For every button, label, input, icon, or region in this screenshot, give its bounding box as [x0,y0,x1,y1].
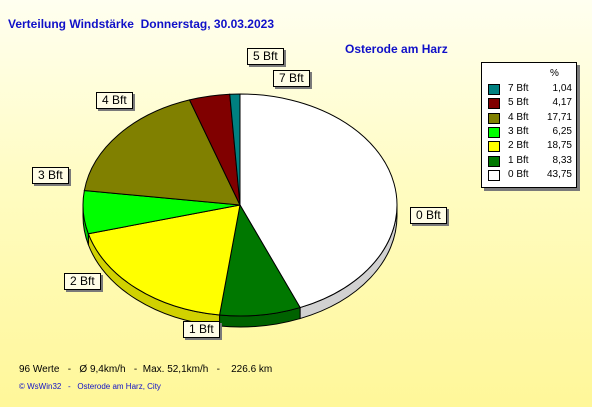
legend-label: 4 Bft [508,111,529,123]
legend-label: 0 Bft [508,168,529,180]
copyright-footer: © WsWin32 - Osterode am Harz, City [19,382,161,391]
legend-value: 4,17 [552,97,572,109]
pie-slice-7-bft [229,93,241,206]
callout-2-bft: 2 Bft [64,273,101,290]
pie-slice-2-bft [87,204,241,316]
legend-row: 2 Bft 18,75 [488,140,572,153]
legend-row: 5 Bft 4,17 [488,97,572,110]
legend-swatch [488,84,500,95]
legend-value: 17,71 [546,111,572,123]
legend-swatch [488,112,500,124]
legend-row: 7 Bft 1,04 [488,83,572,95]
callout-7-bft: 7 Bft [273,70,310,87]
summary-stats: 96 Werte - Ø 9,4km/h - Max. 52,1km/h - 2… [19,364,273,375]
legend-value: 43,75 [546,168,572,180]
legend-row: 4 Bft 17,71 [488,112,572,124]
legend-value: 8,33 [552,154,572,166]
chart-title: Verteilung Windstärke Donnerstag, 30.03.… [8,17,274,31]
legend-unit: % [550,68,559,79]
legend: % 7 Bft 1,04 5 Bft 4,17 4 Bft 17,71 3 Bft 6,25 2… [481,62,577,188]
pie-slice-0-bft [239,93,398,309]
legend-label: 2 Bft [508,140,529,152]
legend-value: 1,04 [552,83,572,94]
legend-row: 3 Bft 6,25 [488,126,572,138]
callout-1-bft: 1 Bft [183,321,220,338]
legend-swatch [488,141,500,153]
callout-4-bft: 4 Bft [96,92,133,109]
legend-label: 5 Bft [508,97,529,109]
legend-swatch [488,155,500,167]
pie-slice-4-bft [83,99,241,206]
callout-0-bft: 0 Bft [410,207,447,224]
legend-swatch [488,98,500,110]
legend-swatch [488,126,500,138]
callout-5-bft: 5 Bft [247,48,284,65]
callout-3-bft: 3 Bft [32,167,69,184]
legend-row: 1 Bft 8,33 [488,155,572,167]
legend-label: 7 Bft [508,83,529,94]
legend-label: 3 Bft [508,125,529,137]
station-name: Osterode am Harz [345,42,448,56]
legend-value: 6,25 [552,125,572,137]
legend-row: 0 Bft 43,75 [488,169,572,181]
legend-value: 18,75 [546,140,572,152]
legend-swatch [488,169,500,181]
legend-label: 1 Bft [508,154,529,166]
